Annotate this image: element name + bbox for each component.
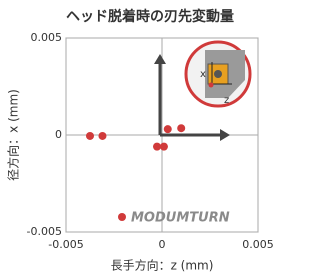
x-tick-label: -0.005 [48, 238, 83, 251]
x-tick-label: 0 [159, 238, 166, 251]
inset-label: x [200, 69, 206, 80]
point [160, 143, 168, 151]
y-tick-label: -0.005 [27, 225, 62, 238]
point [153, 143, 161, 151]
inset [186, 42, 250, 106]
y-tick-label: 0 [55, 128, 62, 141]
point [98, 132, 106, 140]
y-tick-label: 0.005 [31, 31, 63, 44]
chart-title: ヘッド脱着時の刃先変動量 [66, 8, 234, 25]
inset-label: z [224, 95, 229, 106]
point [177, 124, 185, 132]
y-axis-label: 径方向：x (mm) [6, 89, 21, 181]
logo-dot [118, 213, 126, 221]
logo: MODUMTURN [131, 211, 230, 226]
x-axis-label: 長手方向：z (mm) [111, 258, 214, 273]
point [164, 125, 172, 133]
x-tick-label: 0.005 [242, 238, 273, 251]
point [86, 132, 94, 140]
chart: ヘッド脱着時の刃先変動量 長手方向：z (mm) 径方向：x (mm) -0.0… [0, 0, 273, 276]
